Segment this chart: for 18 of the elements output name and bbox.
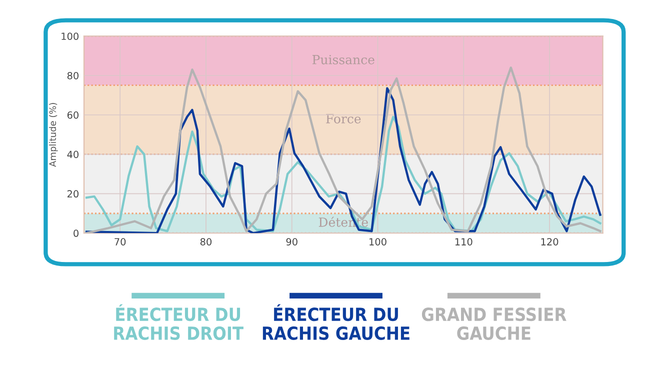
band-label: Puissance <box>312 54 374 64</box>
x-tick-label: 90 <box>286 238 298 246</box>
band-label: Force <box>326 114 361 124</box>
x-tick-label: 110 <box>455 238 472 246</box>
y-axis-title: Amplitude (%) <box>49 102 58 167</box>
x-tick-label: 120 <box>541 238 558 246</box>
y-tick-label: 100 <box>62 32 78 40</box>
legend-label: GRAND FESSIER GAUCHE <box>422 308 566 340</box>
y-tick-label: 0 <box>74 230 78 237</box>
y-tick-label: 40 <box>67 150 78 158</box>
legend-label: ÉRECTEUR DU RACHIS DROIT <box>114 304 244 340</box>
y-tick-label: 60 <box>67 111 78 119</box>
x-tick-label: 80 <box>200 238 212 246</box>
x-tick-label: 70 <box>114 238 126 246</box>
legend-label: ÉRECTEUR DU RACHIS GAUCHE <box>262 304 410 340</box>
x-tick-label: 100 <box>370 238 386 246</box>
y-tick-label: 80 <box>67 72 78 80</box>
y-tick-label: 20 <box>67 190 78 198</box>
